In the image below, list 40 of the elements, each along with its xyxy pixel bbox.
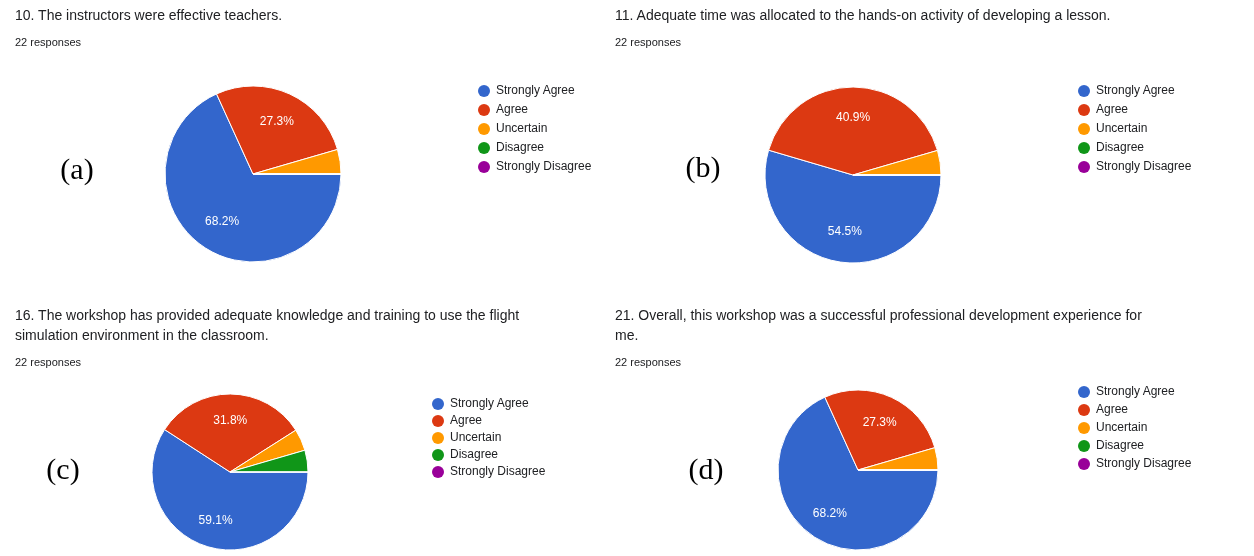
legend-label: Strongly Disagree [1096, 159, 1192, 174]
text: 22 responses [615, 356, 682, 368]
legend-label: Strongly Agree [1096, 83, 1176, 98]
data-label: 40.9% [836, 109, 871, 124]
data-label: 68.2% [812, 505, 848, 520]
data-label: 31.8% [213, 413, 248, 428]
legend-label: Strongly Disagree [496, 159, 592, 174]
legend-label: Strongly Disagree [450, 464, 546, 479]
text: (d) [688, 451, 724, 486]
legend-label: Strongly Agree [496, 83, 576, 98]
legend-label: Strongly Agree [450, 396, 530, 411]
text: 22 responses [15, 356, 82, 368]
legend-label: Uncertain [1096, 420, 1148, 435]
text: (b) [685, 149, 721, 184]
data-label: 54.5% [827, 223, 863, 238]
chart-title: 11. Adequate time was allocated to the hands-on activity of developing a lesson. [615, 7, 1111, 23]
legend-label: Agree [1096, 402, 1129, 417]
legend-label: Agree [450, 413, 483, 428]
data-label: 59.1% [198, 512, 233, 527]
data-label: 68.2% [205, 214, 240, 229]
legend-label: Uncertain [450, 430, 502, 445]
legend-label: Disagree [1096, 438, 1145, 453]
legend-label: Uncertain [496, 121, 548, 136]
legend-label: Disagree [450, 447, 499, 462]
chart-title: 10. The instructors were effective teachers. [15, 7, 283, 23]
legend-label: Strongly Agree [1096, 384, 1176, 399]
legend-label: Agree [1096, 102, 1129, 117]
data-label: 27.3% [259, 114, 295, 129]
text: (a) [60, 151, 94, 186]
legend-label: Agree [496, 102, 529, 117]
text: (c) [46, 451, 80, 486]
chart-title: 21. Overall, this workshop was a successful professional development experience for me. [615, 307, 1143, 343]
chart-title: 16. The workshop has provided adequate knowledge and training to use the flight simulation environment in the classroom. [15, 307, 520, 343]
legend-label: Strongly Disagree [1096, 456, 1192, 471]
legend-label: Disagree [496, 140, 545, 155]
text: 22 responses [615, 36, 682, 48]
text: 22 responses [15, 36, 82, 48]
legend-label: Disagree [1096, 140, 1145, 155]
data-label: 27.3% [862, 414, 898, 429]
legend-label: Uncertain [1096, 121, 1148, 136]
